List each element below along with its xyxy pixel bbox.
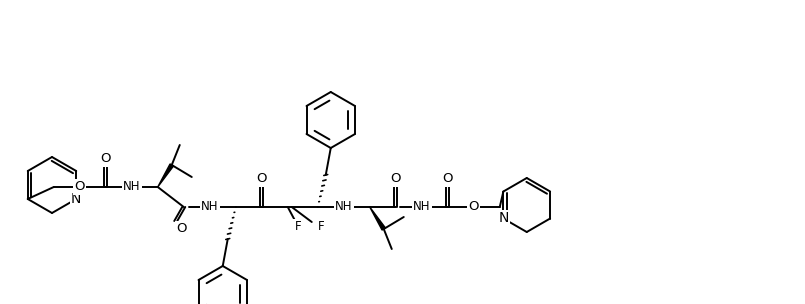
Polygon shape — [369, 207, 386, 230]
Polygon shape — [158, 164, 173, 187]
Text: F: F — [295, 220, 301, 233]
Text: O: O — [443, 172, 453, 185]
Text: O: O — [101, 153, 111, 165]
Text: NH: NH — [335, 201, 353, 213]
Text: N: N — [71, 192, 81, 206]
Text: O: O — [257, 172, 267, 185]
Text: O: O — [176, 223, 187, 236]
Text: NH: NH — [123, 181, 141, 194]
Text: O: O — [75, 181, 85, 194]
Text: F: F — [317, 220, 324, 233]
Text: O: O — [390, 172, 401, 185]
Text: O: O — [469, 201, 479, 213]
Text: NH: NH — [201, 201, 218, 213]
Text: NH: NH — [413, 201, 431, 213]
Text: N: N — [498, 212, 509, 226]
